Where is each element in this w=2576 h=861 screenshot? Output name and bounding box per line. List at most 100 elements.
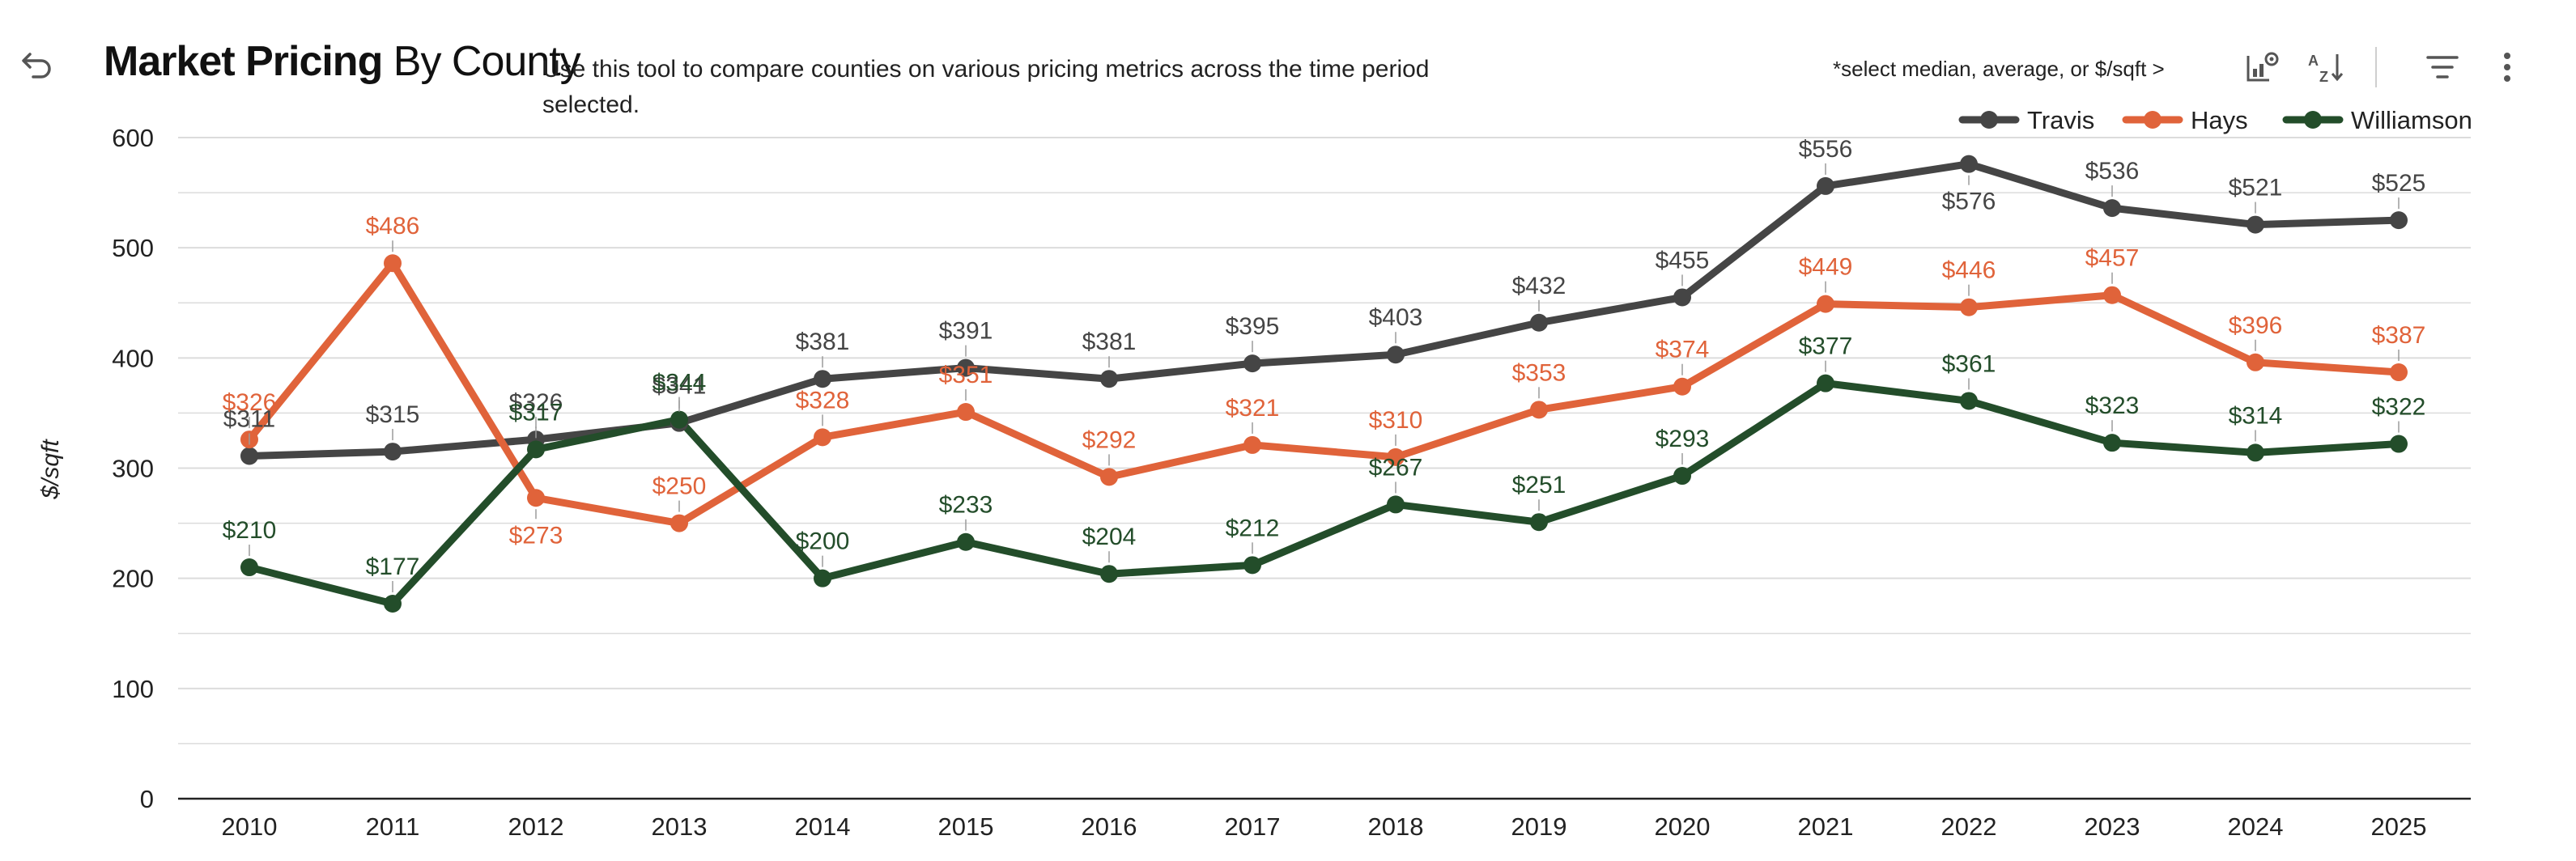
data-point-travis: [2247, 215, 2264, 234]
data-point-williamson: [957, 532, 975, 551]
data-label-hays: $374: [1656, 337, 1710, 363]
title-rest: By County: [382, 38, 581, 85]
data-label-williamson: $314: [2229, 402, 2283, 429]
data-point-travis: [1100, 370, 1118, 388]
data-label-travis: $395: [1226, 313, 1280, 340]
y-tick-label: 300: [112, 455, 154, 483]
y-tick-label: 0: [140, 785, 154, 813]
data-point-travis: [240, 447, 258, 465]
data-label-travis: $556: [1799, 136, 1853, 163]
data-label-williamson: $251: [1512, 472, 1566, 498]
x-tick-label: 2019: [1511, 812, 1567, 841]
legend-swatch-dot: [2304, 111, 2322, 129]
data-label-hays: $321: [1226, 395, 1280, 422]
data-point-williamson: [1673, 467, 1691, 486]
data-point-williamson: [1817, 374, 1834, 392]
x-tick-label: 2012: [508, 812, 564, 841]
data-label-williamson: $377: [1799, 333, 1853, 360]
data-label-travis: $315: [366, 401, 420, 428]
data-label-hays: $250: [653, 473, 707, 500]
series-line-williamson: [245, 380, 2403, 608]
x-tick-label: 2021: [1798, 812, 1854, 841]
data-point-travis: [1960, 155, 1978, 173]
data-label-travis: $341: [653, 373, 707, 400]
y-tick-label: 600: [112, 124, 154, 152]
data-point-hays: [1817, 295, 1834, 313]
x-tick-label: 2025: [2371, 812, 2427, 841]
more-options-button[interactable]: [2485, 45, 2529, 89]
data-point-travis: [384, 443, 402, 461]
data-label-hays: $387: [2372, 322, 2426, 349]
data-label-hays: $353: [1512, 359, 1566, 386]
data-label-williamson: $177: [366, 554, 420, 580]
page-description: Use this tool to compare counties on var…: [542, 56, 1430, 118]
x-tick-label: 2010: [222, 812, 278, 841]
data-point-travis: [2390, 211, 2408, 230]
data-point-williamson: [527, 440, 545, 459]
data-point-travis: [814, 370, 831, 388]
data-label-hays: $449: [1799, 254, 1853, 281]
sort-button[interactable]: A Z: [2304, 45, 2348, 89]
x-tick-label: 2015: [938, 812, 994, 841]
legend-label: Hays: [2191, 106, 2248, 134]
y-tick-label: 400: [112, 344, 154, 372]
x-tick-label: 2017: [1225, 812, 1281, 841]
sort-az-icon: A Z: [2308, 53, 2344, 85]
legend-label: Williamson: [2351, 106, 2472, 134]
data-label-hays: $326: [223, 389, 277, 416]
chart-settings-button[interactable]: [2241, 45, 2285, 89]
y-tick-label: 200: [112, 565, 154, 593]
data-point-hays: [1243, 435, 1261, 454]
series-line-hays: [245, 259, 2403, 528]
legend-swatch-dot: [1980, 111, 1998, 129]
data-label-hays: $446: [1942, 257, 1996, 284]
legend-item-williamson[interactable]: Williamson: [2282, 106, 2472, 134]
data-point-travis: [1817, 176, 1834, 195]
data-label-williamson: $200: [796, 528, 850, 555]
chart-data-labels: $311 $315 $326$341$381 $391 $381$395 $403$432…: [223, 136, 2426, 592]
undo-button[interactable]: [16, 47, 57, 84]
data-label-williamson: $267: [1369, 454, 1423, 481]
data-label-hays: $310: [1369, 407, 1423, 434]
data-point-hays: [814, 428, 831, 447]
data-label-hays: $457: [2085, 245, 2140, 272]
data-point-hays: [1673, 377, 1691, 396]
filter-icon: [2426, 56, 2459, 78]
data-point-williamson: [2390, 435, 2408, 453]
data-point-hays: [527, 489, 545, 507]
data-label-williamson: $322: [2372, 394, 2426, 421]
x-tick-label: 2024: [2228, 812, 2284, 841]
data-label-williamson: $210: [223, 517, 277, 544]
chart-grid: [178, 137, 2471, 744]
data-label-williamson: $317: [509, 399, 563, 426]
data-label-williamson: $361: [1942, 350, 1996, 377]
svg-text:Z: Z: [2319, 69, 2328, 85]
metric-select-hint[interactable]: *select median, average, or $/sqft >: [1833, 57, 2165, 81]
data-point-hays: [2103, 286, 2121, 304]
page-title: Market Pricing By County: [104, 32, 581, 91]
data-point-williamson: [670, 410, 688, 429]
legend-item-hays[interactable]: Hays: [2122, 106, 2248, 134]
data-label-williamson: $344: [653, 370, 707, 397]
title-bold: Market Pricing: [104, 38, 383, 85]
data-point-williamson: [1243, 556, 1261, 575]
filter-button[interactable]: [2421, 45, 2464, 89]
series-line-travis: [245, 160, 2403, 460]
chart-legend[interactable]: Travis Hays Williamson: [1958, 106, 2472, 134]
x-tick-label: 2013: [652, 812, 708, 841]
chart-settings-icon: [2247, 52, 2279, 82]
data-label-hays: $328: [796, 387, 850, 414]
data-label-hays: $486: [366, 213, 420, 240]
data-point-hays: [2247, 353, 2264, 371]
data-label-travis: $326: [509, 389, 563, 416]
x-tick-label: 2011: [366, 812, 420, 841]
legend-item-travis[interactable]: Travis: [1958, 106, 2094, 134]
x-tick-label: 2014: [795, 812, 851, 841]
data-label-williamson: $212: [1226, 515, 1280, 541]
data-label-travis: $381: [1082, 329, 1137, 355]
data-point-williamson: [2103, 434, 2121, 452]
data-point-williamson: [2247, 443, 2264, 462]
data-label-travis: $455: [1656, 247, 1710, 274]
data-label-travis: $432: [1512, 273, 1566, 299]
